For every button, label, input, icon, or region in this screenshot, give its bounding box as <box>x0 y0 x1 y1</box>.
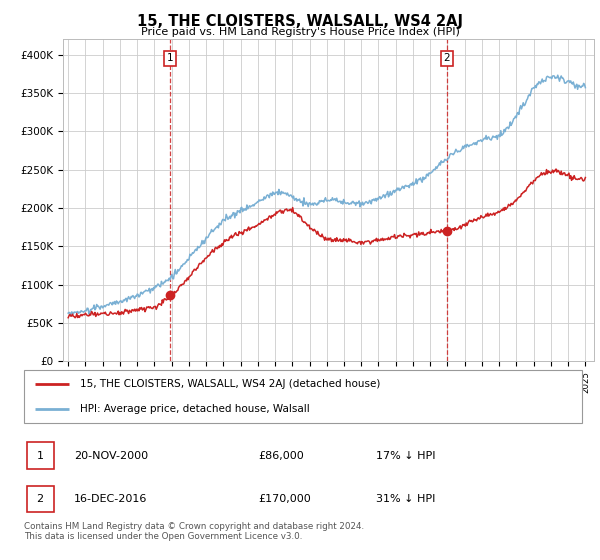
Text: HPI: Average price, detached house, Walsall: HPI: Average price, detached house, Wals… <box>80 404 310 414</box>
Text: Contains HM Land Registry data © Crown copyright and database right 2024.
This d: Contains HM Land Registry data © Crown c… <box>24 522 364 542</box>
FancyBboxPatch shape <box>27 442 53 469</box>
Text: 15, THE CLOISTERS, WALSALL, WS4 2AJ: 15, THE CLOISTERS, WALSALL, WS4 2AJ <box>137 14 463 29</box>
Text: 15, THE CLOISTERS, WALSALL, WS4 2AJ (detached house): 15, THE CLOISTERS, WALSALL, WS4 2AJ (det… <box>80 380 380 390</box>
Text: Price paid vs. HM Land Registry's House Price Index (HPI): Price paid vs. HM Land Registry's House … <box>140 27 460 37</box>
Text: 1: 1 <box>37 450 44 460</box>
Text: 17% ↓ HPI: 17% ↓ HPI <box>376 450 435 460</box>
Text: 2: 2 <box>37 494 44 504</box>
Text: 31% ↓ HPI: 31% ↓ HPI <box>376 494 435 504</box>
Text: 1: 1 <box>167 53 173 63</box>
Text: 2: 2 <box>443 53 450 63</box>
Text: 20-NOV-2000: 20-NOV-2000 <box>74 450 148 460</box>
FancyBboxPatch shape <box>24 370 582 423</box>
FancyBboxPatch shape <box>27 486 53 512</box>
Text: £170,000: £170,000 <box>259 494 311 504</box>
Text: 16-DEC-2016: 16-DEC-2016 <box>74 494 148 504</box>
Text: £86,000: £86,000 <box>259 450 304 460</box>
